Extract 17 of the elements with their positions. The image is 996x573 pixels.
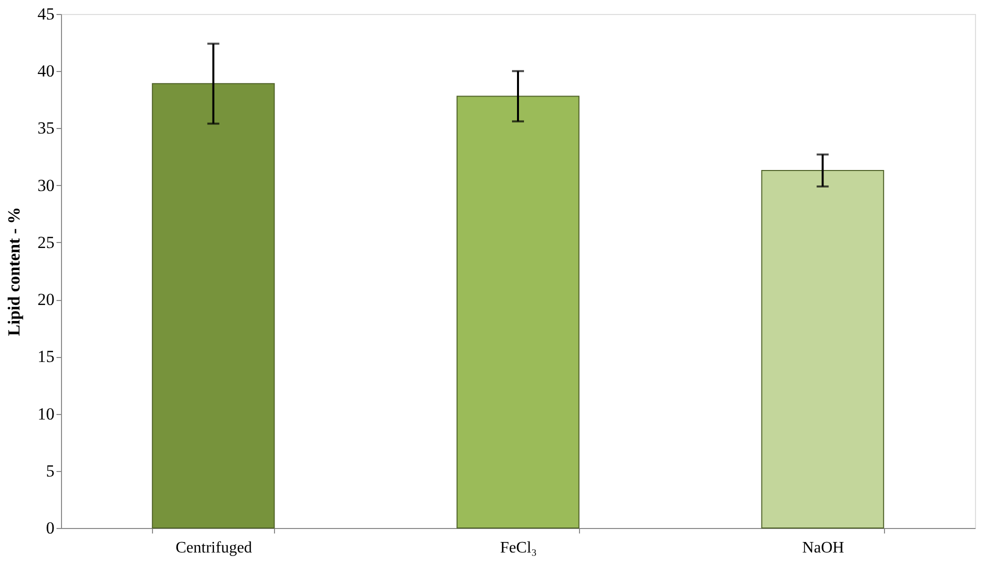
y-tick-label: 0 xyxy=(46,518,54,538)
x-tick-label: NaOH xyxy=(802,540,844,556)
y-tick-label: 20 xyxy=(38,290,54,310)
x-tick-label: FeCl₃ xyxy=(500,540,537,556)
y-tick-label: 35 xyxy=(38,118,54,138)
y-tick-label: 25 xyxy=(38,232,54,252)
bar xyxy=(152,83,275,528)
y-tick-label: 5 xyxy=(46,461,54,480)
y-tick-label: 40 xyxy=(38,62,54,81)
bar xyxy=(456,96,580,528)
x-tick-label: Centrifuged xyxy=(176,540,252,556)
y-axis-title: Lipid content - % xyxy=(4,207,24,336)
bar xyxy=(761,170,884,528)
y-tick-label: 30 xyxy=(38,176,54,195)
y-tick-label: 10 xyxy=(38,404,54,424)
y-tick-label: 15 xyxy=(38,347,54,366)
y-tick-label: 45 xyxy=(38,4,54,24)
